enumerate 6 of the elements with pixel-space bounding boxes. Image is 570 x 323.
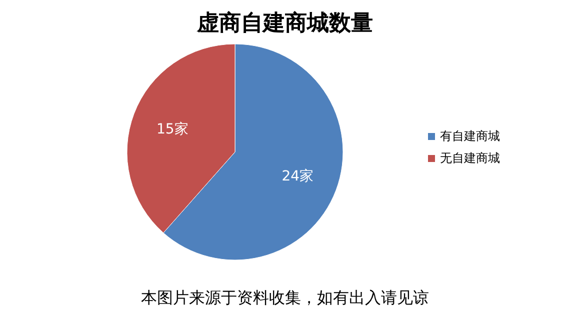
chart-title: 虚商自建商城数量 [196, 10, 373, 36]
text: 本图片来源于资料收集，如有出入请见谅 [141, 288, 429, 307]
legend-label: 无自建商城 [440, 151, 500, 165]
data-label: 24家 [282, 168, 314, 185]
legend-label: 有自建商城 [440, 129, 500, 143]
data-label: 15家 [156, 121, 188, 138]
